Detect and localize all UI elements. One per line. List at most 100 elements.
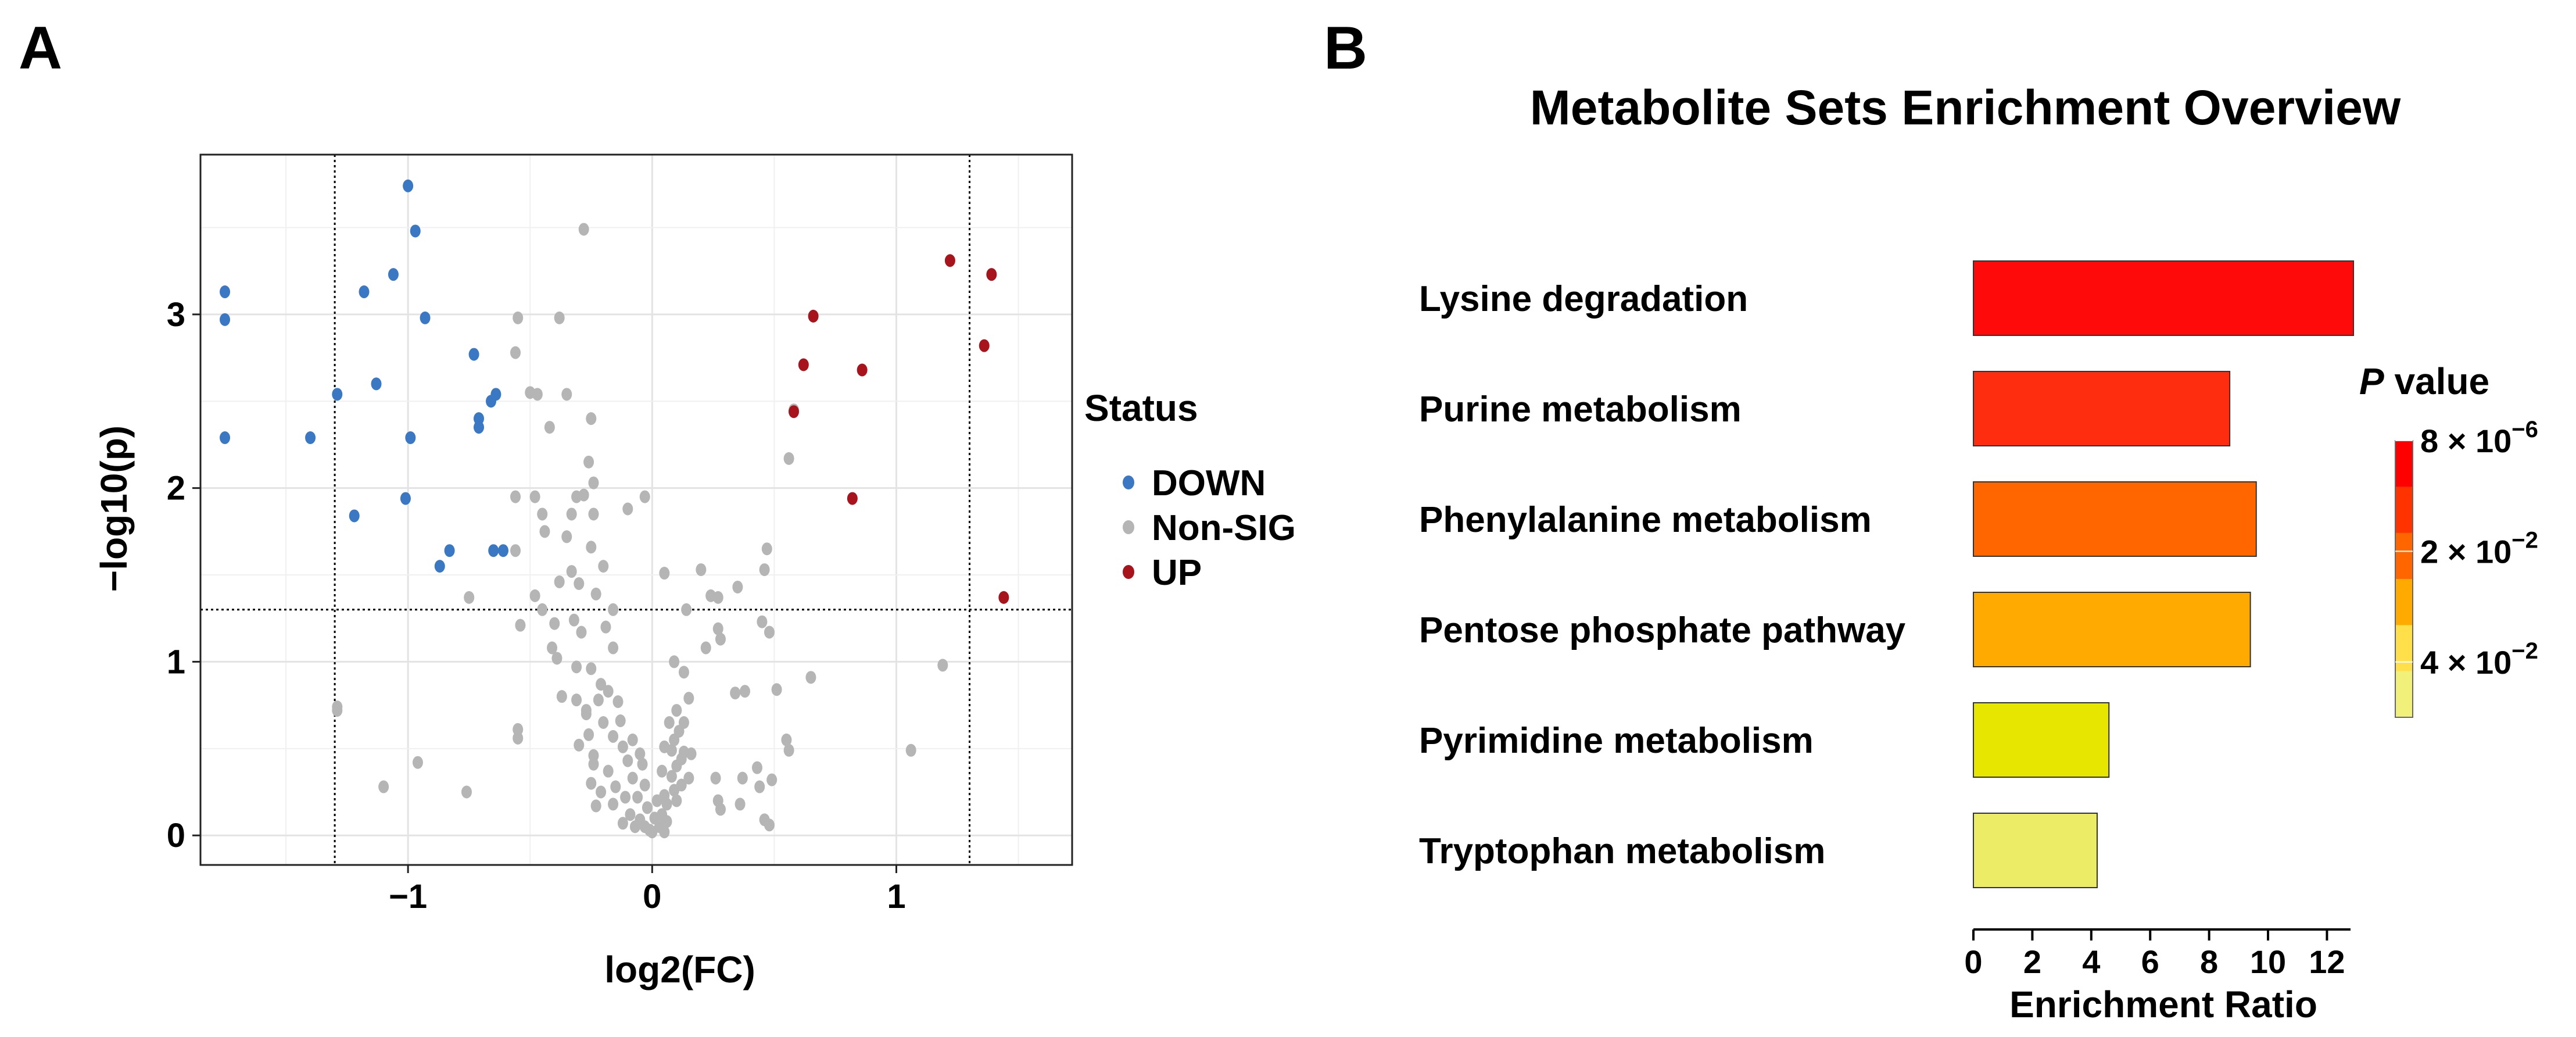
- data-point-non-sig: [554, 575, 565, 588]
- pvalue-colorbar: P value 8 × 10−6 2 × 10−2 4 × 10−2: [2359, 360, 2538, 718]
- legend-marker-non-sig: [1123, 520, 1134, 534]
- data-point-non-sig: [732, 580, 743, 593]
- volcano-y-axis-label: −log10(p): [93, 425, 135, 592]
- legend-label: Non-SIG: [1152, 508, 1296, 548]
- data-point-non-sig: [332, 700, 343, 714]
- data-point-non-sig: [705, 589, 716, 602]
- data-point-down: [444, 544, 455, 557]
- data-point-non-sig: [461, 785, 472, 799]
- data-point-non-sig: [637, 757, 648, 771]
- volcano-legend: Status DOWN Non-SIG UP: [1084, 387, 1296, 593]
- data-point-non-sig: [578, 223, 589, 236]
- y-tick-label: 0: [167, 817, 185, 854]
- category-label: Purine metabolism: [1419, 389, 1742, 430]
- data-point-non-sig: [583, 455, 594, 469]
- data-point-non-sig: [757, 615, 768, 628]
- colorbar-gradient: [2395, 441, 2413, 718]
- volcano-plot-frame: [199, 153, 1073, 866]
- category-label: Tryptophan metabolism: [1419, 831, 1825, 871]
- data-point-up: [944, 254, 955, 267]
- data-point-down: [403, 179, 414, 192]
- data-point-non-sig: [554, 311, 565, 324]
- enrichment-bar: [1973, 592, 2251, 667]
- data-point-non-sig: [715, 803, 726, 816]
- data-point-non-sig: [590, 799, 601, 813]
- data-point-down: [486, 395, 496, 408]
- volcano-threshold-lines: [200, 155, 1072, 865]
- x-tick-label: 8: [2200, 943, 2218, 980]
- x-tick-label: 6: [2141, 943, 2159, 980]
- data-point-non-sig: [581, 704, 592, 717]
- legend-items: DOWN Non-SIG UP: [1123, 463, 1296, 593]
- data-point-non-sig: [464, 591, 475, 604]
- data-point-non-sig: [627, 771, 638, 785]
- data-point-non-sig: [537, 507, 548, 521]
- volcano-x-axis-label: log2(FC): [604, 949, 755, 990]
- colorbar-title: P value: [2359, 360, 2489, 402]
- data-point-non-sig: [596, 678, 607, 691]
- x-tick-label: 10: [2250, 943, 2286, 980]
- data-point-down: [349, 509, 360, 523]
- data-point-non-sig: [537, 603, 548, 616]
- data-point-down: [220, 431, 231, 445]
- data-point-up: [986, 268, 997, 281]
- category-label: Pentose phosphate pathway: [1419, 610, 1906, 650]
- data-point-non-sig: [678, 666, 689, 679]
- data-point-non-sig: [639, 490, 650, 503]
- data-point-non-sig: [669, 733, 680, 746]
- legend-marker-down: [1123, 475, 1134, 489]
- enrichment-bar: [1973, 702, 2110, 778]
- data-point-non-sig: [805, 671, 816, 684]
- data-point-non-sig: [529, 589, 540, 602]
- data-point-non-sig: [593, 693, 604, 707]
- data-point-non-sig: [715, 632, 726, 646]
- x-tick-label: 0: [643, 878, 661, 916]
- data-point-non-sig: [539, 525, 550, 538]
- data-point-non-sig: [739, 685, 750, 698]
- data-point-non-sig: [666, 770, 677, 783]
- colorbar-segment: [2395, 441, 2413, 487]
- data-point-non-sig: [761, 542, 772, 556]
- enrichment-bars: [1973, 260, 2355, 888]
- data-point-non-sig: [412, 756, 423, 769]
- x-tick-label: −1: [389, 878, 427, 916]
- data-point-non-sig: [627, 733, 638, 746]
- data-point-non-sig: [588, 757, 599, 771]
- legend-label: DOWN: [1152, 463, 1266, 503]
- data-point-down: [434, 560, 445, 573]
- data-point-down: [305, 431, 316, 445]
- colorbar-tick-label: 8 × 10−6: [2420, 417, 2538, 459]
- data-point-non-sig: [571, 693, 582, 707]
- data-point-non-sig: [754, 780, 765, 793]
- x-tick-label: 4: [2082, 943, 2100, 980]
- colorbar-segment: [2395, 532, 2413, 580]
- data-point-non-sig: [608, 641, 619, 655]
- legend-marker-up: [1123, 565, 1134, 579]
- volcano-points: [220, 179, 1009, 839]
- data-point-non-sig: [635, 747, 646, 760]
- data-point-down: [400, 492, 411, 505]
- data-point-down: [332, 388, 343, 401]
- enrichment-chart: Metabolite Sets Enrichment Overview Lysi…: [1419, 80, 2538, 1025]
- data-point-non-sig: [544, 421, 555, 434]
- category-label: Lysine degradation: [1419, 279, 1748, 319]
- volcano-y-ticks: 0 1 2 3: [167, 296, 200, 854]
- data-point-non-sig: [566, 507, 577, 521]
- data-point-non-sig: [647, 825, 658, 839]
- legend-label: UP: [1152, 553, 1202, 593]
- enrichment-bar: [1973, 371, 2231, 446]
- data-point-non-sig: [566, 565, 577, 578]
- data-point-non-sig: [632, 791, 643, 804]
- data-point-non-sig: [596, 785, 607, 799]
- data-point-non-sig: [737, 771, 748, 785]
- x-tick-label: 12: [2309, 943, 2345, 980]
- data-point-non-sig: [612, 695, 624, 709]
- data-point-down: [420, 311, 431, 324]
- colorbar-segment: [2395, 487, 2413, 534]
- data-point-non-sig: [686, 747, 697, 760]
- data-point-non-sig: [588, 476, 599, 489]
- data-point-non-sig: [683, 771, 694, 785]
- enrichment-x-axis-label: Enrichment Ratio: [2009, 984, 2317, 1025]
- data-point-up: [808, 309, 819, 323]
